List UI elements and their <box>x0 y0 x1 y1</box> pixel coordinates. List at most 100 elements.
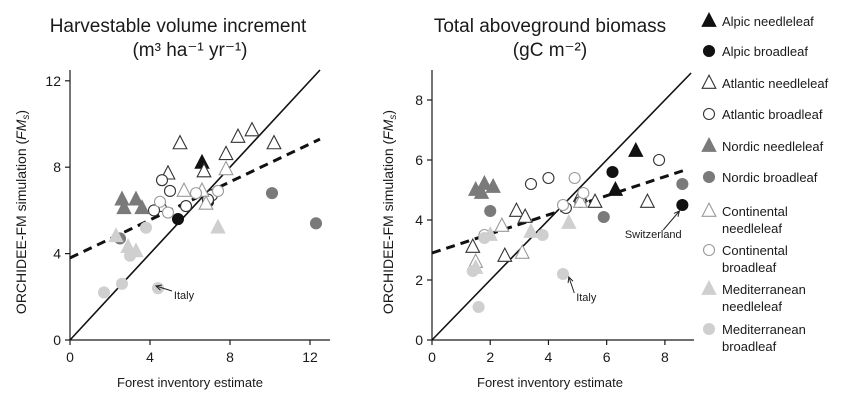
data-point <box>597 210 610 224</box>
data-point <box>466 264 479 278</box>
legend-label: Continental <box>722 204 788 219</box>
y-tick-label: 6 <box>415 152 423 168</box>
y-axis-label-end: ) <box>380 110 396 115</box>
data-point <box>653 153 666 167</box>
data-point <box>179 200 193 213</box>
data-point <box>266 134 282 150</box>
data-point <box>134 199 150 215</box>
legend-marker <box>701 201 717 217</box>
y-tick-label: 8 <box>53 159 61 175</box>
y-tick-label: 0 <box>415 332 423 348</box>
data-point <box>465 237 481 253</box>
data-point <box>194 153 210 169</box>
data-point <box>115 277 129 290</box>
legend-item: Mediterranean needleleaf <box>701 279 806 314</box>
y-tick-label: 4 <box>415 212 423 228</box>
y-axis-label-main: ORCHIDEE-FM simulation ( <box>380 139 396 314</box>
legend-item: Mediterranean broadleaf <box>702 322 806 354</box>
annotation-arrowhead <box>673 210 681 217</box>
data-point <box>606 165 619 179</box>
data-point <box>128 190 144 206</box>
data-point <box>108 227 124 243</box>
fit-lines <box>69 69 321 341</box>
data-point <box>497 246 513 262</box>
data-point <box>230 127 246 143</box>
y-axis-label-subscript: s <box>21 115 32 120</box>
axis-frame <box>69 70 330 341</box>
legend-marker <box>702 170 716 184</box>
data-point <box>218 145 234 161</box>
data-point <box>114 190 130 206</box>
data-points <box>97 121 323 299</box>
data-point <box>676 198 689 212</box>
data-point <box>196 162 212 178</box>
legend-marker <box>701 11 717 27</box>
x-tick-label: 4 <box>545 349 553 365</box>
y-axis-label-end: ) <box>13 110 29 115</box>
y-axis-label-main: ORCHIDEE-FM simulation ( <box>13 139 29 314</box>
data-point <box>514 243 530 259</box>
legend-label: Nordic broadleaf <box>722 170 818 185</box>
data-point <box>517 207 533 223</box>
data-point <box>478 231 491 245</box>
legend-label: needleleaf <box>722 299 782 314</box>
y-tick-label: 12 <box>45 73 61 89</box>
axes: 0 2 4 6 8 0 2 4 6 8 <box>415 70 694 365</box>
y-tick-label: 0 <box>53 332 61 348</box>
one-to-one-line <box>69 69 321 341</box>
legend-label: broadleaf <box>722 260 777 275</box>
data-point <box>639 192 656 208</box>
legend-label: broadleaf <box>722 339 777 354</box>
legend-item: Nordic needleleaf <box>701 136 824 154</box>
x-tick-label: 8 <box>226 349 234 365</box>
data-point <box>676 177 689 191</box>
legend-label: Atlantic broadleaf <box>722 107 823 122</box>
panel-harvestable-volume: Harvestable volume increment (m³ ha⁻¹ yr… <box>13 16 330 390</box>
legend-item: Nordic broadleaf <box>702 170 818 185</box>
y-axis-label-symbol: FM <box>380 119 396 140</box>
data-points <box>465 141 689 314</box>
data-point <box>587 192 603 208</box>
data-point <box>472 300 485 314</box>
legend-label: Alpic broadleaf <box>722 44 808 59</box>
x-tick-label: 12 <box>302 349 318 365</box>
y-tick-label: 8 <box>415 92 423 108</box>
panel-subtitle: (m³ ha⁻¹ yr⁻¹) <box>132 40 247 61</box>
data-point <box>556 267 570 281</box>
legend-item: Atlantic broadleaf <box>702 107 823 122</box>
legend-marker <box>701 136 717 152</box>
data-point <box>198 194 214 210</box>
panel-title: Harvestable volume increment <box>50 16 307 37</box>
data-point <box>210 218 226 234</box>
legend-marker <box>702 44 716 58</box>
annotations: Italy Switzerland <box>567 210 682 304</box>
data-point <box>155 174 169 187</box>
x-tick-label: 8 <box>661 349 669 365</box>
data-point <box>494 216 510 232</box>
legend-marker <box>701 279 717 295</box>
annotation-label: Italy <box>174 290 195 302</box>
data-point <box>561 213 577 229</box>
annotation-arrow <box>662 210 680 231</box>
legend-label: Continental <box>722 243 788 258</box>
legend-marker <box>702 107 716 121</box>
data-point <box>607 180 624 196</box>
x-tick-label: 0 <box>66 349 74 365</box>
legend-label: Mediterranean <box>722 282 806 297</box>
annotation-arrowhead <box>567 275 574 284</box>
data-point <box>97 286 111 299</box>
legend-marker <box>701 73 717 89</box>
legend-item: Alpic broadleaf <box>702 44 808 59</box>
data-point <box>556 198 570 212</box>
x-tick-label: 4 <box>146 349 154 365</box>
data-point <box>176 181 192 197</box>
legend-marker <box>702 243 716 257</box>
data-point <box>572 192 589 208</box>
data-point <box>211 184 225 198</box>
panel-subtitle: (gC m⁻²) <box>513 40 587 61</box>
data-point <box>163 184 177 198</box>
legend-label: Nordic needleleaf <box>722 139 824 154</box>
data-point <box>628 141 644 157</box>
annotation-arrowhead <box>154 284 163 291</box>
